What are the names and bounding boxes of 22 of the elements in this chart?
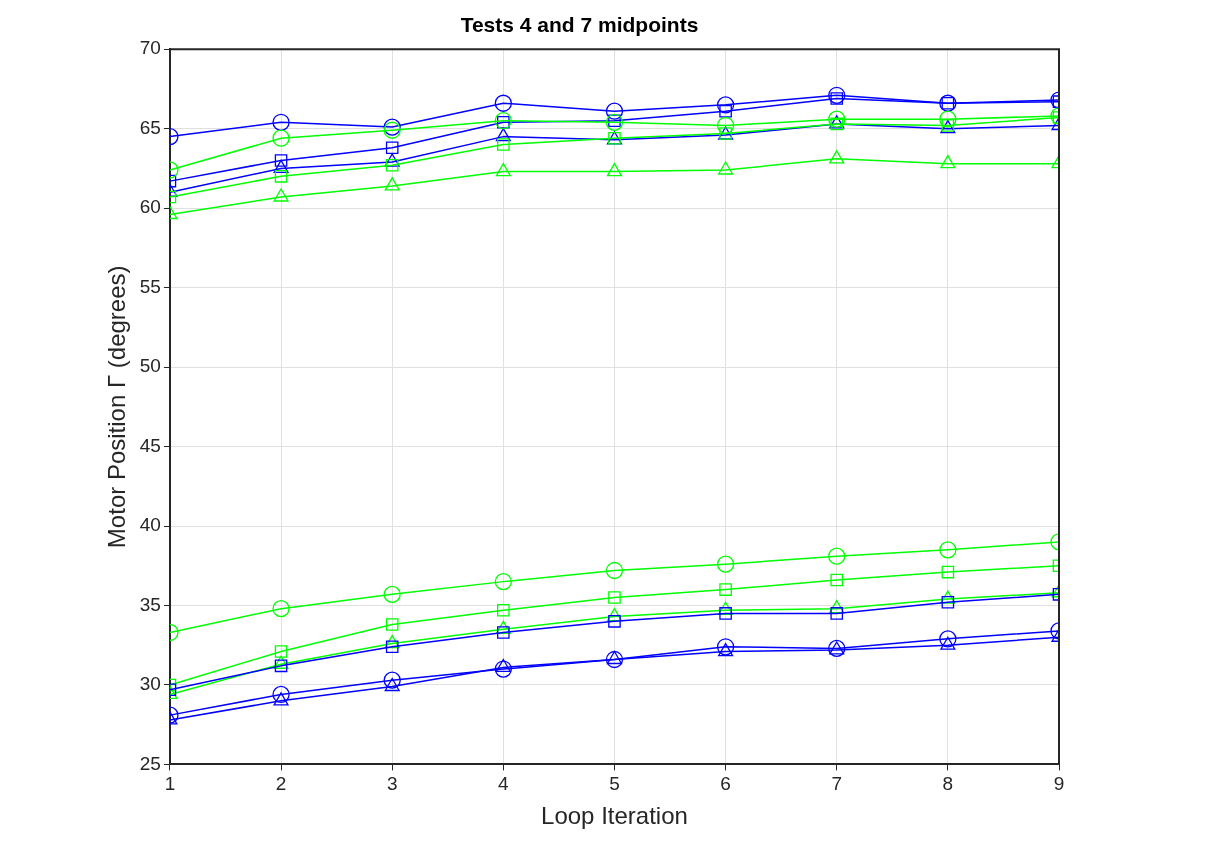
y-tick-label: 65 xyxy=(139,116,161,138)
y-tick-label: 30 xyxy=(139,673,161,695)
x-tick-label: 4 xyxy=(498,773,510,795)
y-tick-label: 50 xyxy=(139,355,161,377)
y-tick-label: 25 xyxy=(139,752,161,774)
chart-title: Tests 4 and 7 midpoints xyxy=(460,13,699,37)
x-tick-label: 1 xyxy=(164,773,176,795)
x-tick-label: 2 xyxy=(275,773,287,795)
y-tick-label: 60 xyxy=(139,196,161,218)
y-axis-title: Motor Position Γ (degrees) xyxy=(103,265,131,549)
y-tick-label: 45 xyxy=(139,434,161,456)
x-tick-label: 6 xyxy=(720,773,731,795)
y-tick-label: 40 xyxy=(139,514,161,536)
x-tick-label: 5 xyxy=(609,773,620,795)
y-tick-label: 35 xyxy=(139,593,161,615)
x-tick-label: 8 xyxy=(942,773,954,795)
y-tick-label: 70 xyxy=(139,37,161,59)
x-axis-title: Loop Iteration xyxy=(541,802,688,830)
x-tick-label: 9 xyxy=(1053,773,1065,795)
y-tick-label: 55 xyxy=(139,275,161,297)
x-tick-label: 7 xyxy=(831,773,843,795)
x-tick-label: 3 xyxy=(386,773,398,795)
